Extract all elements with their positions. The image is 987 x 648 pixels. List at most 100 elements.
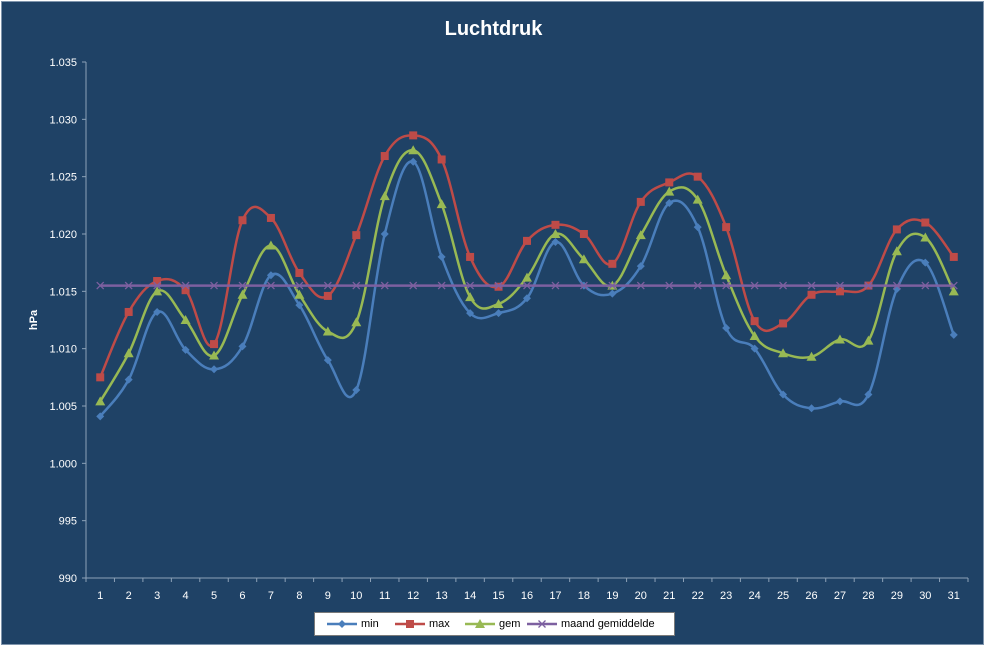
y-tick-label: 1.000 [49, 458, 77, 470]
data-point [380, 152, 389, 161]
data-point [636, 281, 645, 290]
data-point [665, 199, 674, 208]
data-point [921, 281, 930, 290]
series-gem [95, 145, 959, 406]
x-tick-label: 11 [379, 590, 390, 602]
data-point [608, 281, 617, 290]
data-point [238, 281, 247, 290]
y-tick-label: 1.010 [49, 344, 77, 356]
data-point [323, 291, 332, 300]
data-point [836, 281, 844, 290]
x-tick-label: 31 [948, 590, 960, 602]
data-point [551, 238, 560, 247]
data-point [948, 286, 959, 296]
x-tick-label: 25 [777, 590, 789, 602]
data-point [379, 191, 390, 201]
x-tick-label: 7 [268, 590, 274, 602]
data-point [181, 281, 190, 290]
x-tick-label: 29 [891, 590, 903, 602]
data-point [180, 315, 191, 324]
data-point [834, 334, 845, 344]
data-point [892, 281, 901, 290]
data-point [380, 230, 389, 238]
legend-item: maand gemiddelde [527, 613, 655, 635]
data-point [693, 172, 702, 181]
legend-label: gem [499, 618, 521, 630]
y-tick-label: 990 [59, 573, 77, 585]
y-tick-label: 1.005 [49, 401, 77, 413]
x-tick-label: 2 [126, 590, 132, 602]
data-point [779, 281, 788, 290]
data-point [635, 230, 646, 240]
data-point [153, 277, 162, 286]
x-tick-label: 28 [862, 590, 874, 602]
data-point [238, 342, 247, 351]
data-point [807, 290, 816, 299]
data-point [96, 373, 105, 382]
legend-label: min [361, 618, 379, 630]
data-point [522, 272, 532, 282]
data-point [323, 356, 332, 365]
data-point [437, 155, 446, 164]
data-point [295, 281, 304, 290]
data-point [437, 281, 446, 290]
legend-marker [406, 620, 414, 628]
data-point [466, 309, 475, 318]
x-tick-label: 1 [97, 590, 103, 602]
data-point [494, 309, 503, 318]
data-point [265, 240, 276, 250]
chart-legend: min max gem maand gemiddelde [314, 612, 675, 636]
data-point [835, 287, 844, 296]
data-point [409, 281, 418, 290]
data-point [322, 326, 333, 336]
y-tick-label: 1.035 [49, 57, 77, 69]
data-point [863, 335, 874, 345]
data-point [409, 157, 418, 166]
data-point [123, 348, 134, 358]
data-point [921, 218, 930, 227]
legend-marker [338, 620, 346, 628]
data-point [835, 397, 844, 406]
data-point [579, 281, 588, 290]
x-tick-label: 5 [211, 590, 217, 602]
data-point [96, 281, 105, 290]
series-maand-gemiddelde [96, 281, 958, 290]
legend-item: gem [465, 613, 520, 635]
y-tick-label: 1.025 [49, 172, 77, 184]
legend-item: min [327, 613, 379, 635]
chart-title: Luchtdruk [444, 18, 543, 40]
y-tick-label: 995 [59, 516, 77, 528]
data-point [692, 194, 703, 204]
x-tick-label: 10 [350, 590, 362, 602]
x-tick-label: 12 [407, 590, 419, 602]
x-tick-label: 26 [805, 590, 817, 602]
data-point [551, 281, 560, 290]
data-point [408, 145, 419, 155]
data-point [749, 331, 760, 341]
data-point [181, 286, 190, 295]
legend-swatch [465, 619, 495, 628]
legend-swatch [395, 620, 425, 628]
x-tick-label: 27 [834, 590, 846, 602]
data-point [295, 268, 304, 277]
data-point [181, 345, 190, 354]
data-point [920, 232, 931, 242]
x-tick-label: 14 [464, 590, 476, 602]
data-point [493, 298, 504, 308]
data-point [693, 281, 702, 290]
data-point [124, 307, 133, 316]
data-point [664, 186, 675, 196]
data-point [238, 216, 247, 225]
legend-label: max [429, 618, 450, 630]
legend-label: maand gemiddelde [561, 618, 655, 630]
data-point [210, 365, 219, 374]
data-point [380, 281, 389, 290]
data-point [153, 281, 162, 290]
data-point [864, 390, 873, 399]
data-point [722, 324, 731, 333]
data-point [466, 281, 475, 290]
data-point [266, 213, 275, 222]
x-tick-label: 9 [325, 590, 331, 602]
x-tick-label: 6 [239, 590, 245, 602]
